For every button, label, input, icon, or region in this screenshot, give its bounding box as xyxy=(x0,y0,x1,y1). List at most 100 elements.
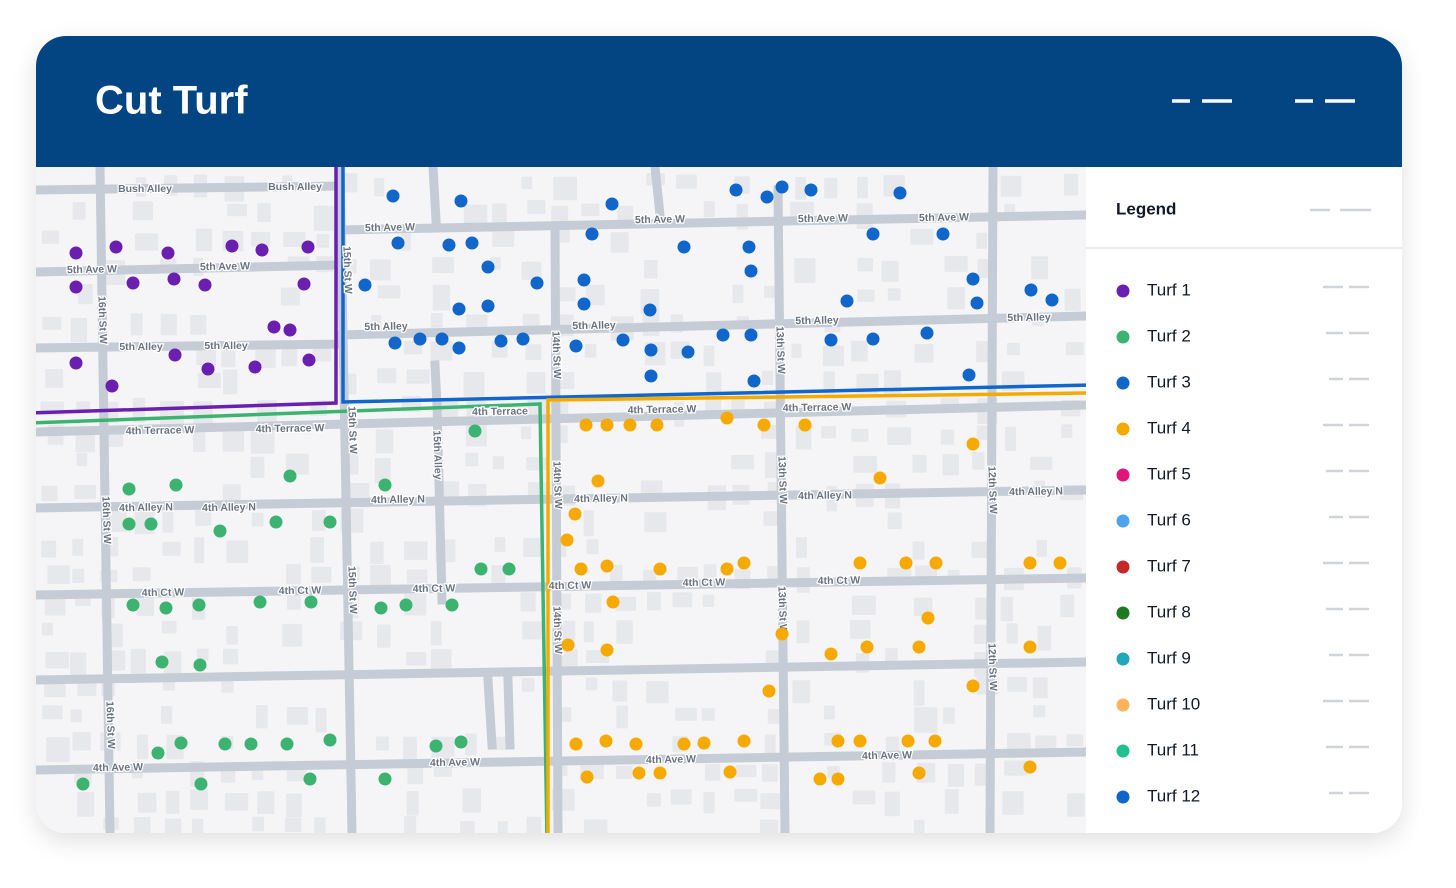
legend-label: Turf 10 xyxy=(1147,694,1200,713)
legend-swatch xyxy=(1116,790,1130,804)
building xyxy=(130,313,143,336)
building xyxy=(1002,791,1024,815)
legend-label: Turf 12 xyxy=(1147,786,1200,805)
building xyxy=(703,345,715,367)
building xyxy=(497,821,508,833)
street-label: 5th Alley xyxy=(572,319,616,332)
road xyxy=(36,260,345,277)
household-dot xyxy=(386,189,400,203)
building xyxy=(760,819,779,833)
building xyxy=(975,597,988,620)
household-dot xyxy=(824,647,838,661)
household-dot xyxy=(921,611,935,625)
building xyxy=(465,452,479,467)
building xyxy=(162,541,181,556)
street-label: 5th Ave W xyxy=(919,211,969,224)
building xyxy=(764,285,778,298)
legend-background xyxy=(1086,167,1402,833)
household-dot xyxy=(283,323,297,337)
building xyxy=(704,763,721,781)
building xyxy=(72,568,85,584)
legend-swatch xyxy=(1116,514,1130,528)
household-dot xyxy=(644,343,658,357)
building xyxy=(522,621,545,640)
road xyxy=(503,675,515,750)
building xyxy=(437,399,459,422)
legend-label: Turf 4 xyxy=(1147,418,1191,437)
building xyxy=(316,233,330,248)
building xyxy=(703,792,715,814)
household-dot xyxy=(267,320,281,334)
building xyxy=(851,595,876,616)
building xyxy=(824,177,838,199)
household-dot xyxy=(599,734,613,748)
building xyxy=(251,512,264,527)
street-label: 4th Alley N xyxy=(1009,485,1063,498)
building xyxy=(792,680,811,704)
building xyxy=(823,371,835,394)
household-dot xyxy=(126,598,140,612)
household-dot xyxy=(560,533,574,547)
household-dot xyxy=(860,640,874,654)
household-dot xyxy=(248,360,262,374)
household-dot xyxy=(912,640,926,654)
legend-swatch xyxy=(1116,606,1130,620)
building xyxy=(643,260,658,279)
household-dot xyxy=(840,294,854,308)
household-dot xyxy=(1023,760,1037,774)
building xyxy=(45,368,64,388)
building xyxy=(1005,426,1017,451)
household-dot xyxy=(454,735,468,749)
building xyxy=(1007,732,1031,751)
building xyxy=(42,705,63,720)
building xyxy=(286,564,301,585)
building xyxy=(41,485,58,502)
household-dot xyxy=(213,524,227,538)
household-dot xyxy=(600,418,614,432)
building xyxy=(913,597,933,617)
building xyxy=(46,737,70,763)
building xyxy=(194,537,205,564)
building xyxy=(135,233,159,251)
household-dot xyxy=(1053,556,1067,570)
road xyxy=(36,181,345,195)
building xyxy=(1066,793,1085,817)
legend-label: Turf 6 xyxy=(1147,510,1191,529)
street-label: 4th Ave W xyxy=(93,761,143,774)
household-dot xyxy=(269,515,283,529)
household-dot xyxy=(577,297,591,311)
building xyxy=(523,537,543,557)
household-dot xyxy=(970,296,984,310)
household-dot xyxy=(167,272,181,286)
household-dot xyxy=(591,474,605,488)
building xyxy=(702,594,715,607)
street-label: 12th St W xyxy=(985,466,999,514)
legend-swatch xyxy=(1116,468,1130,482)
household-dot xyxy=(966,272,980,286)
building xyxy=(494,537,506,552)
household-dot xyxy=(122,517,136,531)
building xyxy=(947,763,965,787)
household-dot xyxy=(297,277,311,291)
building xyxy=(527,200,546,215)
building xyxy=(584,343,597,358)
building xyxy=(913,680,925,706)
household-dot xyxy=(105,379,119,393)
building xyxy=(430,621,442,646)
building xyxy=(193,401,213,426)
household-dot xyxy=(901,734,915,748)
household-dot xyxy=(435,332,449,346)
household-dot xyxy=(585,227,599,241)
household-dot xyxy=(280,737,294,751)
household-dot xyxy=(168,348,182,362)
building xyxy=(914,344,934,363)
building xyxy=(765,650,780,667)
building xyxy=(430,341,453,361)
building xyxy=(887,288,901,301)
street-label: 4th Alley N xyxy=(202,501,256,514)
building xyxy=(74,484,97,500)
household-dot xyxy=(577,273,591,287)
building xyxy=(137,792,157,813)
road xyxy=(483,675,497,750)
street-label: 16th St W xyxy=(99,496,113,544)
